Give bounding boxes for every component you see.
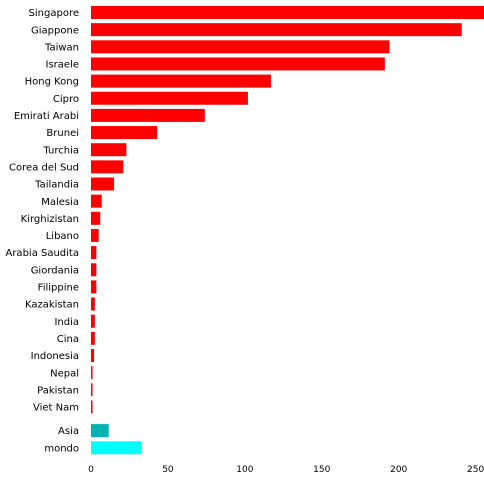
category-label-giordania: Giordania — [31, 265, 79, 276]
x-tick-label-200: 200 — [390, 465, 407, 475]
bar-giappone — [91, 23, 462, 37]
bar-emirati-arabi — [91, 108, 205, 122]
category-label-hong-kong: Hong Kong — [25, 77, 79, 88]
bar-arabia-saudita — [91, 246, 97, 260]
category-label-kirghizistan: Kirghizistan — [21, 214, 79, 225]
x-tick-label-50: 50 — [162, 465, 174, 475]
category-label-tailandia: Tailandia — [34, 180, 79, 191]
bar-libano — [91, 228, 99, 242]
bar-indonesia — [91, 349, 95, 362]
category-label-israele: Israele — [46, 60, 79, 71]
bar-malesia — [91, 194, 102, 208]
bar-cina — [91, 331, 95, 345]
category-label-arabia-saudita: Arabia Saudita — [5, 248, 79, 259]
bar-mondo — [91, 441, 142, 455]
category-label-cina: Cina — [57, 334, 79, 345]
x-axis: 0 50 100 150 200 250 — [88, 465, 484, 475]
bar-taiwan — [91, 40, 390, 54]
bar-brunei — [91, 126, 158, 140]
category-label-india: India — [54, 317, 79, 328]
bar-india — [91, 314, 95, 328]
category-label-kazakistan: Kazakistan — [25, 300, 79, 311]
category-label-brunei: Brunei — [46, 128, 79, 139]
bar-israele — [91, 57, 385, 71]
category-label-turchia: Turchia — [42, 145, 79, 156]
bar-turchia — [91, 143, 127, 157]
bar-cipro — [91, 91, 248, 105]
bar-singapore — [91, 6, 484, 19]
bar-corea-del-sud — [91, 160, 124, 174]
x-tick-label-150: 150 — [313, 465, 330, 475]
category-label-asia: Asia — [58, 426, 79, 437]
category-label-taiwan: Taiwan — [44, 42, 79, 53]
category-label-pakistan: Pakistan — [37, 385, 79, 396]
bar-filippine — [91, 280, 97, 294]
category-label-malesia: Malesia — [41, 197, 79, 208]
bar-giordania — [91, 263, 97, 277]
x-tick-label-250: 250 — [467, 465, 484, 475]
category-label-mondo: mondo — [44, 443, 79, 454]
bar-asia — [91, 424, 109, 438]
category-labels: Singapore Giappone Taiwan Israele Hong Kong C… — [5, 8, 79, 454]
category-label-filippine: Filippine — [38, 283, 79, 294]
category-label-giappone: Giappone — [31, 25, 79, 36]
category-label-corea-del-sud: Corea del Sud — [9, 162, 79, 173]
bar-kazakistan — [91, 297, 95, 311]
category-label-indonesia: Indonesia — [31, 351, 79, 362]
bar-tailandia — [91, 177, 115, 191]
bar-hong-kong — [91, 74, 271, 88]
category-label-singapore: Singapore — [29, 8, 79, 19]
x-tick-label-100: 100 — [236, 465, 253, 475]
category-label-nepal: Nepal — [50, 368, 79, 379]
category-label-cipro: Cipro — [53, 94, 79, 105]
bars-layer — [91, 6, 484, 455]
bar-nepal — [91, 366, 93, 380]
bar-pakistan — [91, 383, 93, 397]
category-label-libano: Libano — [46, 231, 79, 242]
category-label-emirati-arabi: Emirati Arabi — [14, 111, 79, 122]
category-label-viet-nam: Viet Nam — [33, 403, 79, 414]
bar-kirghizistan — [91, 211, 101, 225]
bar-viet-nam — [91, 400, 93, 414]
x-tick-label-0: 0 — [88, 465, 94, 475]
